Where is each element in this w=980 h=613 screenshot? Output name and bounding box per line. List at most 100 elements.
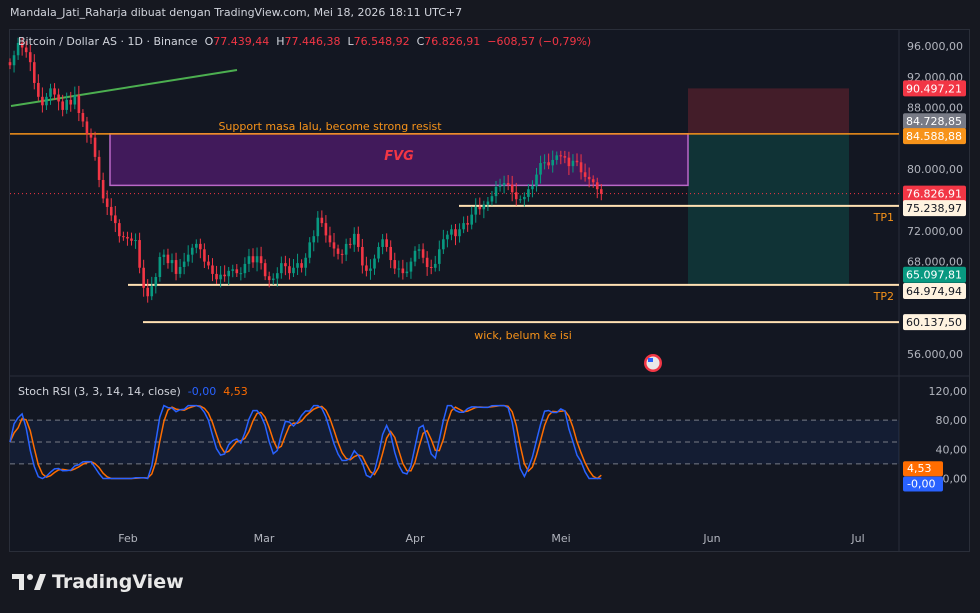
candle-body	[49, 88, 52, 97]
candle-body	[85, 121, 89, 134]
candle-body	[247, 256, 251, 264]
candle-body	[211, 265, 214, 274]
candle-body	[97, 156, 101, 180]
candle-body	[199, 243, 202, 250]
candle-body	[547, 162, 550, 166]
candle-body	[271, 278, 275, 281]
chart-frame	[9, 29, 970, 552]
candle-body	[450, 229, 453, 235]
candle-body	[81, 112, 85, 122]
candle-body	[16, 42, 20, 56]
candle-body	[591, 179, 595, 183]
candle-body	[413, 250, 417, 262]
candle-body	[583, 172, 587, 177]
legend-high: 77.446,38	[284, 35, 341, 48]
legend-close: 76.826,91	[424, 35, 481, 48]
label-tp2: 64.974,94	[906, 285, 962, 298]
candle-body	[65, 99, 68, 110]
candle-body	[255, 256, 259, 263]
candle-body	[531, 186, 534, 190]
us-flag-icon	[644, 354, 662, 372]
watermark-text: TradingView	[52, 571, 184, 593]
rsi-tick-label: 40,00	[936, 443, 968, 456]
symbol-legend: Bitcoin / Dollar AS · 1D · Binance O77.4…	[18, 35, 591, 48]
candle-body	[300, 263, 303, 268]
tp1-label: TP1	[873, 211, 894, 224]
price-tick-label: 96.000,00	[907, 40, 963, 53]
candle-body	[122, 236, 125, 238]
tradingview-logo-icon	[12, 574, 46, 590]
stoch-rsi-legend: Stoch RSI (3, 3, 14, 14, close) -0,00 4,…	[18, 385, 248, 398]
candle-body	[433, 263, 437, 268]
candle-body	[89, 133, 93, 138]
take-profit-zone	[688, 133, 849, 286]
time-tick-label: Mar	[254, 532, 275, 545]
candle-body	[571, 160, 575, 167]
candle-body	[146, 287, 149, 297]
rsi-tick-label: 120,00	[929, 385, 968, 398]
candle-body	[77, 95, 81, 113]
price-tick-label: 68.000,00	[907, 256, 963, 269]
price-tick-label: 56.000,00	[907, 348, 963, 361]
candle-body	[417, 249, 421, 251]
candle-body	[126, 236, 129, 239]
time-tick-label: Apr	[405, 532, 425, 545]
label-tp2-bg	[903, 283, 966, 300]
rsi-d-value: 4,53	[223, 385, 248, 398]
label-stop: 90.497,21	[906, 82, 962, 95]
candle-body	[559, 155, 563, 157]
candle-body	[12, 55, 16, 66]
candle-body	[401, 268, 405, 274]
candle-body	[393, 260, 397, 269]
candle-body	[409, 261, 413, 272]
candle-body	[259, 256, 263, 264]
price-tick-label: 88.000,00	[907, 102, 963, 115]
candle-body	[219, 274, 222, 280]
candle-body	[579, 162, 583, 173]
candle-body	[227, 270, 230, 277]
wick-annotation: wick, belum ke isi	[474, 329, 572, 342]
candle-body	[267, 276, 271, 281]
legend-change: −608,57 (−0,79%)	[487, 35, 592, 48]
candle-body	[510, 184, 514, 193]
candle-body	[421, 249, 425, 258]
label-fvg-top: 84.728,85	[906, 115, 962, 128]
rsi-d-label: 4,53	[907, 462, 932, 475]
rsi-k-label-bg	[903, 476, 943, 492]
fvg-label: FVG	[384, 149, 414, 164]
candle-body	[24, 47, 28, 53]
candle-body	[263, 263, 267, 277]
candle-body	[595, 182, 599, 190]
candle-body	[551, 159, 554, 166]
candle-body	[158, 256, 162, 277]
tp2-label: TP2	[873, 290, 894, 303]
legend-h-label: H	[276, 35, 285, 48]
candle-body	[239, 273, 243, 275]
candle-body	[57, 94, 60, 102]
candle-body	[397, 268, 401, 270]
price-tick-label: 72.000,00	[907, 225, 963, 238]
candle-body	[296, 263, 299, 268]
time-tick-label: Feb	[118, 532, 137, 545]
candle-body	[45, 96, 48, 106]
label-last: 76.826,91	[906, 188, 962, 201]
candle-body	[523, 196, 526, 200]
candle-body	[105, 198, 109, 207]
candle-body	[567, 157, 571, 167]
candle-body	[118, 223, 121, 237]
candle-body	[37, 82, 40, 97]
candle-body	[93, 137, 97, 157]
candle-body	[527, 189, 530, 197]
candle-body	[442, 239, 445, 250]
candle-body	[344, 243, 348, 255]
time-tick-label: Mei	[551, 532, 570, 545]
candle-body	[587, 176, 591, 180]
candle-body	[182, 261, 186, 267]
candle-body	[53, 88, 56, 95]
candle-body	[490, 196, 494, 202]
candle-body	[336, 248, 340, 254]
rsi-d-label-bg	[903, 461, 943, 477]
candle-body	[178, 266, 182, 274]
label-resist: 84.588,88	[906, 130, 962, 143]
